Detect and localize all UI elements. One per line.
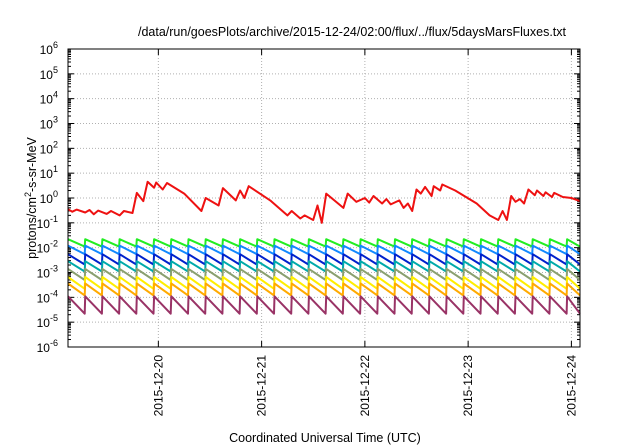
series-line-9 (67, 295, 581, 315)
y-axis-label-post: -s-sr-MeV (25, 136, 39, 192)
y-tick-label: 10-6 (37, 338, 58, 355)
series-line-3 (67, 244, 581, 256)
y-tick-label: 104 (40, 90, 58, 107)
y-tick-label: 100 (40, 189, 58, 206)
x-tick-label: 2015-12-23 (461, 355, 475, 417)
y-tick-label: 101 (40, 164, 58, 181)
y-tick-label: 10-4 (37, 288, 58, 305)
y-axis-label-pre: protons/cm (25, 197, 39, 259)
x-axis-label: Coordinated Universal Time (UTC) (229, 431, 421, 445)
x-tick-label: 2015-12-21 (255, 355, 269, 417)
series-group (67, 180, 581, 315)
y-tick-label: 10-5 (37, 313, 58, 330)
series-line-1 (67, 180, 581, 224)
y-tick-label: 10-2 (37, 239, 58, 256)
series-line-8 (67, 282, 581, 297)
x-tick-label: 2015-12-20 (151, 355, 165, 417)
y-axis-label-sup: 2 (23, 192, 33, 197)
grid (68, 49, 580, 347)
y-tick-labels: 10-6 10-5 10-4 10-3 10-2 10-1 100 101 102 103 104 1… (37, 40, 58, 355)
plot-frame (67, 48, 581, 348)
series-line-4 (67, 253, 581, 266)
y-tick-label: 105 (40, 65, 58, 82)
y-tick-label: 106 (40, 40, 58, 57)
series-line-2 (67, 238, 581, 248)
x-tick-label: 2015-12-24 (564, 355, 578, 417)
y-tick-label: 102 (40, 139, 58, 156)
chart-title: /data/run/goesPlots/archive/2015-12-24/0… (138, 25, 567, 39)
y-tick-label: 10-1 (37, 214, 58, 231)
x-tick-labels: 2015-12-20 2015-12-21 2015-12-22 2015-12-23… (151, 355, 578, 417)
y-tick-label: 10-3 (37, 264, 58, 281)
y-axis-label: protons/cm2-s-sr-MeV (23, 136, 39, 258)
y-tick-label: 103 (40, 115, 58, 132)
x-tick-label: 2015-12-22 (358, 355, 372, 417)
